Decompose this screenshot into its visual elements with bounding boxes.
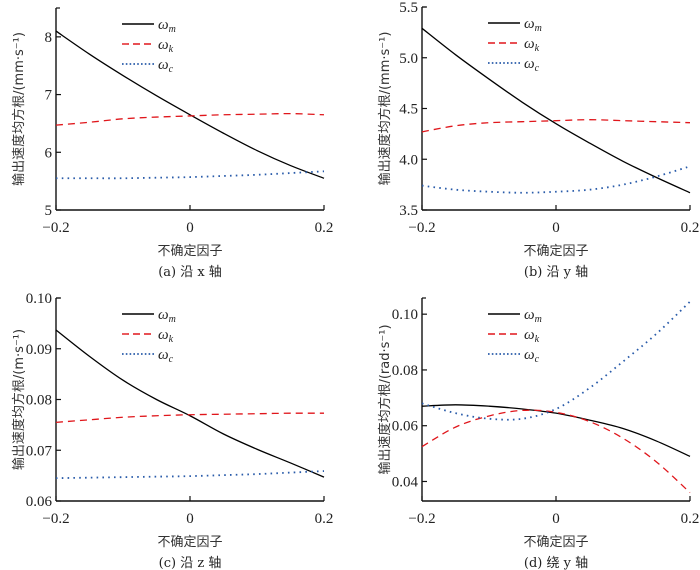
legend-symbol: ω xyxy=(524,56,535,72)
legend-label-m: ωm xyxy=(158,307,176,325)
series-line-m xyxy=(55,329,325,478)
x-tick-label: 0.2 xyxy=(315,511,334,527)
legend-subscript: c xyxy=(535,354,540,365)
y-tick-label: 0.06 xyxy=(392,419,419,435)
x-axis-title: 不确定因子 xyxy=(157,244,222,259)
legend-label-m: ωm xyxy=(524,16,542,34)
legend-label-k: ωk xyxy=(158,37,174,55)
y-tick-label: 0.10 xyxy=(26,291,52,307)
panel-caption: (c) 沿 z 轴 xyxy=(159,556,222,570)
panel-c: 0.06 0.07 0.08 0.09 0.10 −0.2 0 0.2 不确定因子 输出速度均方根… xyxy=(11,291,333,570)
legend-symbol: ω xyxy=(158,57,169,73)
panel-caption: (d) 绕 y 轴 xyxy=(524,556,588,570)
legend-label-m: ωm xyxy=(524,307,542,325)
legend-subscript: k xyxy=(169,334,174,345)
legend-subscript: m xyxy=(535,23,542,34)
series-line-k xyxy=(55,112,325,126)
series-line-k xyxy=(421,119,691,133)
legend-symbol: ω xyxy=(524,327,535,343)
y-tick-label: 5.0 xyxy=(399,51,418,67)
x-tick-label: 0 xyxy=(186,220,194,236)
panel-a: 5 6 7 8 −0.2 0 0.2 不确定因子 输出速度均方根/(mm·s⁻¹) (a) 沿 x… xyxy=(11,7,334,280)
legend-label-c: ωc xyxy=(524,56,540,74)
series-line-c xyxy=(56,170,325,180)
legend-subscript: k xyxy=(535,43,540,54)
panel-d: 0.04 0.06 0.08 0.10 −0.2 0 0.2 不确定因子 输出速度均方根/(ra… xyxy=(377,297,700,570)
legend-symbol: ω xyxy=(524,36,535,52)
legend-symbol: ω xyxy=(524,347,535,363)
legend-symbol: ω xyxy=(524,16,535,32)
panel-caption: (a) 沿 x 轴 xyxy=(158,265,222,280)
x-axis-title: 不确定因子 xyxy=(157,535,222,550)
series-line-m xyxy=(55,30,325,179)
y-tick-label: 7 xyxy=(45,88,53,104)
legend-symbol: ω xyxy=(158,307,169,323)
x-axis-title: 不确定因子 xyxy=(523,244,588,259)
legend-subscript: c xyxy=(535,63,540,74)
legend-symbol: ω xyxy=(524,307,535,323)
y-tick-label: 0.08 xyxy=(392,363,418,379)
y-tick-label: 5.5 xyxy=(399,0,418,16)
x-tick-label: −0.2 xyxy=(42,220,69,236)
y-tick-label: 4.0 xyxy=(399,152,418,168)
y-tick-label: 0.04 xyxy=(392,474,419,490)
y-tick-label: 0.10 xyxy=(392,307,418,323)
series-line-k xyxy=(55,412,325,423)
y-axis-title: 输出速度均方根/(mm·s⁻¹) xyxy=(11,32,27,186)
y-tick-label: 0.08 xyxy=(26,393,52,409)
x-tick-label: −0.2 xyxy=(408,511,435,527)
legend-label-k: ωk xyxy=(524,36,540,54)
x-tick-label: 0.2 xyxy=(681,511,700,527)
x-tick-label: 0.2 xyxy=(315,220,334,236)
legend-label-c: ωc xyxy=(158,347,174,365)
series-line-m xyxy=(421,27,691,194)
y-tick-label: 0.09 xyxy=(26,342,52,358)
y-tick-label: 0.06 xyxy=(26,494,53,510)
x-axis-title: 不确定因子 xyxy=(523,535,588,550)
series-line-m xyxy=(421,404,691,457)
legend-subscript: c xyxy=(169,64,174,75)
legend-label-c: ωc xyxy=(158,57,174,75)
series-line-c xyxy=(55,470,325,480)
legend-subscript: c xyxy=(169,354,174,365)
panel-b: 3.5 4.0 4.5 5.0 5.5 −0.2 0 0.2 不确定因子 输出速度均方根/(mm·… xyxy=(377,0,699,280)
x-tick-label: −0.2 xyxy=(408,220,435,236)
y-axis-title: 输出速度均方根/(mm·s⁻¹) xyxy=(377,32,393,186)
x-tick-label: −0.2 xyxy=(42,511,69,527)
x-tick-label: 0 xyxy=(552,511,560,527)
legend-subscript: m xyxy=(169,314,176,325)
legend-subscript: m xyxy=(169,24,176,35)
x-tick-label: 0 xyxy=(186,511,194,527)
legend-subscript: k xyxy=(169,44,174,55)
legend-subscript: m xyxy=(535,314,542,325)
x-tick-label: 0 xyxy=(552,220,560,236)
y-axis-title: 输出速度均方根/(rad·s⁻¹) xyxy=(377,324,393,474)
legend-label-m: ωm xyxy=(158,17,176,35)
legend-subscript: k xyxy=(535,334,540,345)
y-tick-label: 3.5 xyxy=(399,203,418,219)
series-line-c xyxy=(421,300,691,421)
y-axis-title: 输出速度均方根/(m·s⁻¹) xyxy=(11,329,27,470)
series-line-c xyxy=(421,165,691,194)
legend-symbol: ω xyxy=(158,37,169,53)
y-tick-label: 5 xyxy=(45,203,53,219)
y-tick-label: 0.07 xyxy=(26,443,53,459)
legend-label-k: ωk xyxy=(158,327,174,345)
legend-symbol: ω xyxy=(158,347,169,363)
y-tick-label: 4.5 xyxy=(399,102,418,118)
legend-symbol: ω xyxy=(158,327,169,343)
legend-label-k: ωk xyxy=(524,327,540,345)
y-tick-label: 6 xyxy=(45,145,53,161)
legend-label-c: ωc xyxy=(524,347,540,365)
panel-caption: (b) 沿 y 轴 xyxy=(524,265,588,280)
x-tick-label: 0.2 xyxy=(681,220,700,236)
y-tick-label: 8 xyxy=(45,30,53,46)
legend-symbol: ω xyxy=(158,17,169,33)
series-line-k xyxy=(421,409,691,494)
